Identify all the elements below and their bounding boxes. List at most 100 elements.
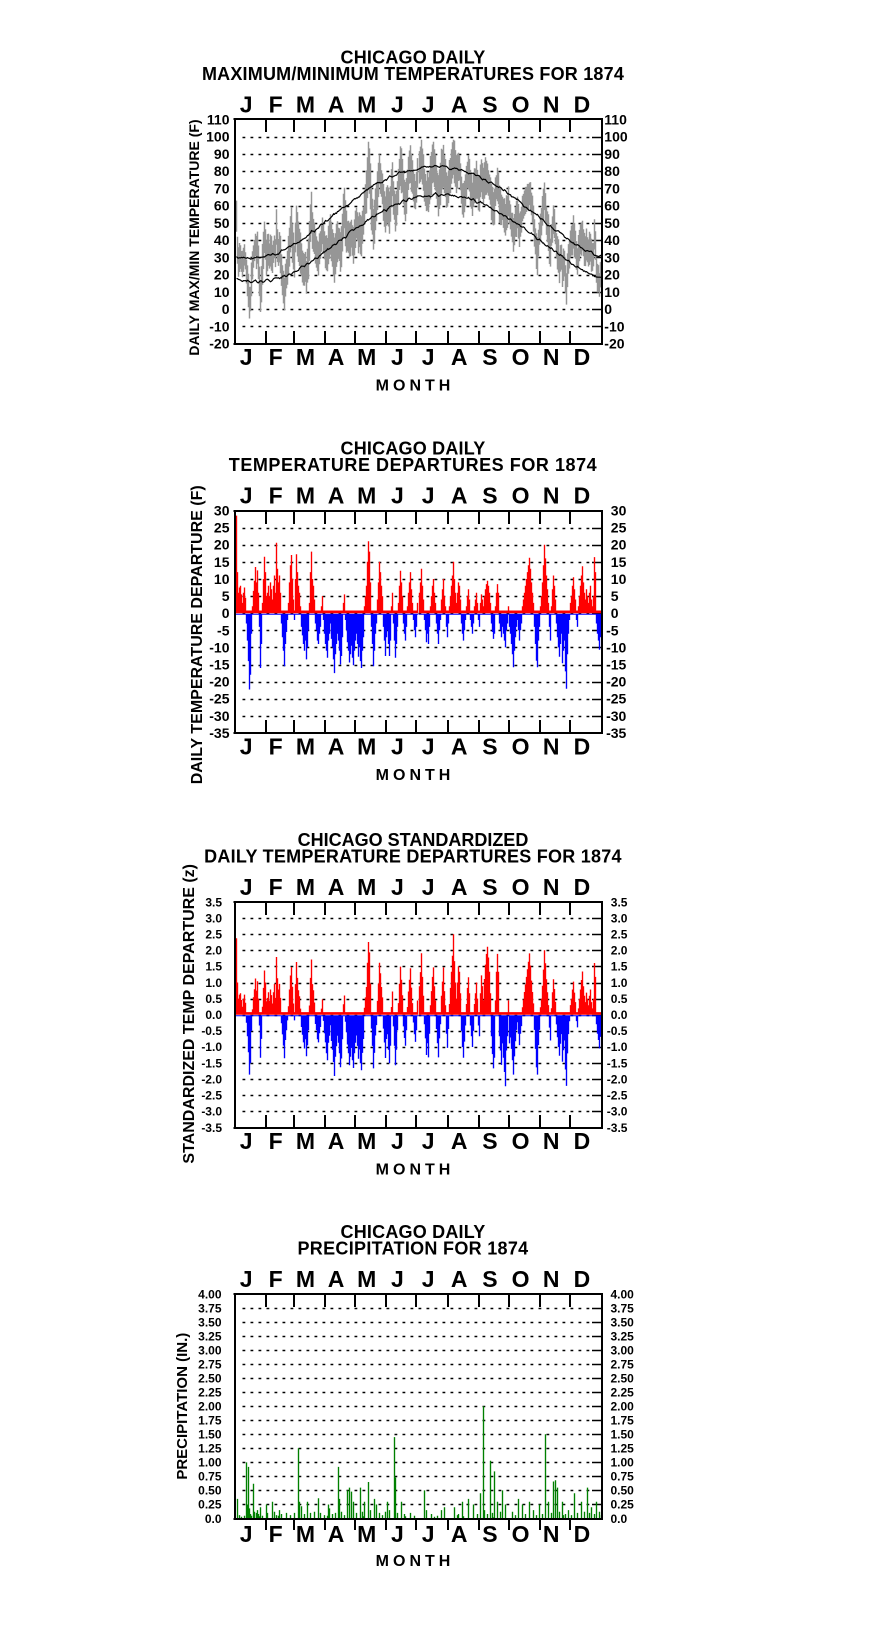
svg-text:J: J (422, 734, 435, 760)
svg-text:3.75: 3.75 (611, 1301, 635, 1315)
svg-text:-1.0: -1.0 (607, 1040, 628, 1054)
svg-text:M: M (357, 1521, 376, 1547)
svg-text:-2.5: -2.5 (607, 1089, 628, 1103)
svg-text:S: S (482, 344, 497, 370)
svg-text:J: J (391, 1521, 404, 1547)
svg-text:2.5: 2.5 (205, 928, 222, 942)
svg-text:D: D (574, 483, 591, 509)
svg-text:60: 60 (214, 198, 230, 214)
svg-text:-0.5: -0.5 (607, 1024, 628, 1038)
svg-text:CHICAGO DAILY: CHICAGO DAILY (341, 439, 486, 459)
svg-text:2.00: 2.00 (198, 1400, 222, 1414)
svg-text:0: 0 (611, 605, 619, 621)
svg-text:25: 25 (214, 520, 230, 536)
svg-text:80: 80 (214, 163, 230, 179)
svg-text:O: O (512, 483, 530, 509)
svg-text:F: F (269, 483, 283, 509)
svg-text:J: J (391, 91, 404, 117)
svg-text:A: A (328, 734, 345, 760)
svg-text:J: J (391, 734, 404, 760)
svg-text:M: M (296, 91, 315, 117)
svg-text:2.0: 2.0 (611, 944, 628, 958)
svg-text:3.5: 3.5 (205, 895, 222, 909)
svg-text:0: 0 (222, 301, 230, 317)
svg-text:MONTH: MONTH (376, 767, 455, 784)
svg-text:STANDARDIZED TEMP DEPARTURE (z: STANDARDIZED TEMP DEPARTURE (z) (181, 864, 198, 1164)
svg-text:-20: -20 (606, 674, 626, 690)
svg-text:J: J (391, 483, 404, 509)
svg-text:N: N (543, 344, 560, 370)
svg-text:A: A (451, 1128, 468, 1154)
svg-text:A: A (451, 874, 468, 900)
svg-text:F: F (269, 1521, 283, 1547)
svg-text:M: M (357, 734, 376, 760)
svg-text:60: 60 (604, 198, 620, 214)
svg-text:M: M (357, 483, 376, 509)
svg-text:4.00: 4.00 (611, 1287, 635, 1301)
svg-text:A: A (328, 483, 345, 509)
svg-text:40: 40 (604, 232, 620, 248)
svg-text:MAXIMUM/MINIMUM TEMPERATURES F: MAXIMUM/MINIMUM TEMPERATURES FOR 1874 (202, 64, 624, 84)
svg-text:A: A (328, 874, 345, 900)
svg-text:-15: -15 (606, 657, 626, 673)
svg-text:A: A (451, 734, 468, 760)
svg-text:-35: -35 (606, 725, 626, 741)
svg-text:CHICAGO DAILY: CHICAGO DAILY (341, 1222, 486, 1242)
svg-text:-1.5: -1.5 (607, 1056, 628, 1070)
svg-text:J: J (422, 483, 435, 509)
svg-text:A: A (328, 1521, 345, 1547)
svg-text:0.25: 0.25 (198, 1498, 222, 1512)
svg-text:A: A (451, 344, 468, 370)
svg-text:D: D (574, 734, 591, 760)
svg-text:-2.0: -2.0 (201, 1072, 222, 1086)
svg-text:70: 70 (604, 180, 620, 196)
svg-text:-2.0: -2.0 (607, 1072, 628, 1086)
svg-text:S: S (482, 1128, 497, 1154)
svg-text:DAILY MAX/MIN TEMPERATURE (F): DAILY MAX/MIN TEMPERATURE (F) (186, 119, 202, 355)
svg-text:DAILY TEMPERATURE DEPARTURE (F: DAILY TEMPERATURE DEPARTURE (F) (189, 485, 206, 784)
svg-text:10: 10 (214, 571, 230, 587)
svg-text:O: O (512, 1521, 530, 1547)
svg-text:25: 25 (611, 520, 627, 536)
svg-text:N: N (543, 874, 560, 900)
svg-text:O: O (512, 734, 530, 760)
svg-text:A: A (328, 91, 345, 117)
svg-text:-30: -30 (209, 708, 229, 724)
svg-text:2.50: 2.50 (611, 1371, 635, 1385)
svg-text:F: F (269, 1128, 283, 1154)
svg-text:F: F (269, 1266, 283, 1292)
svg-text:10: 10 (611, 571, 627, 587)
svg-text:N: N (543, 1128, 560, 1154)
svg-text:O: O (512, 344, 530, 370)
svg-text:-3.5: -3.5 (201, 1121, 222, 1135)
svg-text:TEMPERATURE DEPARTURES FOR 187: TEMPERATURE DEPARTURES FOR 1874 (229, 455, 597, 475)
svg-text:J: J (422, 344, 435, 370)
svg-text:CHICAGO STANDARDIZED: CHICAGO STANDARDIZED (298, 830, 529, 850)
svg-text:D: D (574, 1128, 591, 1154)
svg-text:J: J (240, 1521, 253, 1547)
svg-text:0.5: 0.5 (611, 992, 628, 1006)
svg-text:J: J (422, 1128, 435, 1154)
svg-text:PRECIPITATION FOR 1874: PRECIPITATION FOR 1874 (298, 1239, 529, 1259)
svg-text:1.50: 1.50 (611, 1428, 635, 1442)
svg-text:F: F (269, 734, 283, 760)
svg-text:F: F (269, 874, 283, 900)
svg-text:40: 40 (214, 232, 230, 248)
svg-text:J: J (422, 1521, 435, 1547)
svg-text:90: 90 (604, 146, 620, 162)
svg-text:J: J (391, 1128, 404, 1154)
svg-text:N: N (543, 1266, 560, 1292)
svg-text:-10: -10 (209, 318, 229, 334)
svg-text:-3.5: -3.5 (607, 1121, 628, 1135)
svg-text:-5: -5 (606, 622, 619, 638)
svg-text:M: M (357, 1128, 376, 1154)
svg-text:0: 0 (222, 605, 230, 621)
svg-text:A: A (451, 483, 468, 509)
svg-text:3.75: 3.75 (198, 1301, 222, 1315)
svg-text:M: M (296, 1266, 315, 1292)
svg-text:0.75: 0.75 (611, 1470, 635, 1484)
svg-text:0.0: 0.0 (611, 1008, 628, 1022)
svg-text:J: J (240, 483, 253, 509)
svg-text:10: 10 (604, 284, 620, 300)
svg-text:-20: -20 (604, 336, 624, 352)
